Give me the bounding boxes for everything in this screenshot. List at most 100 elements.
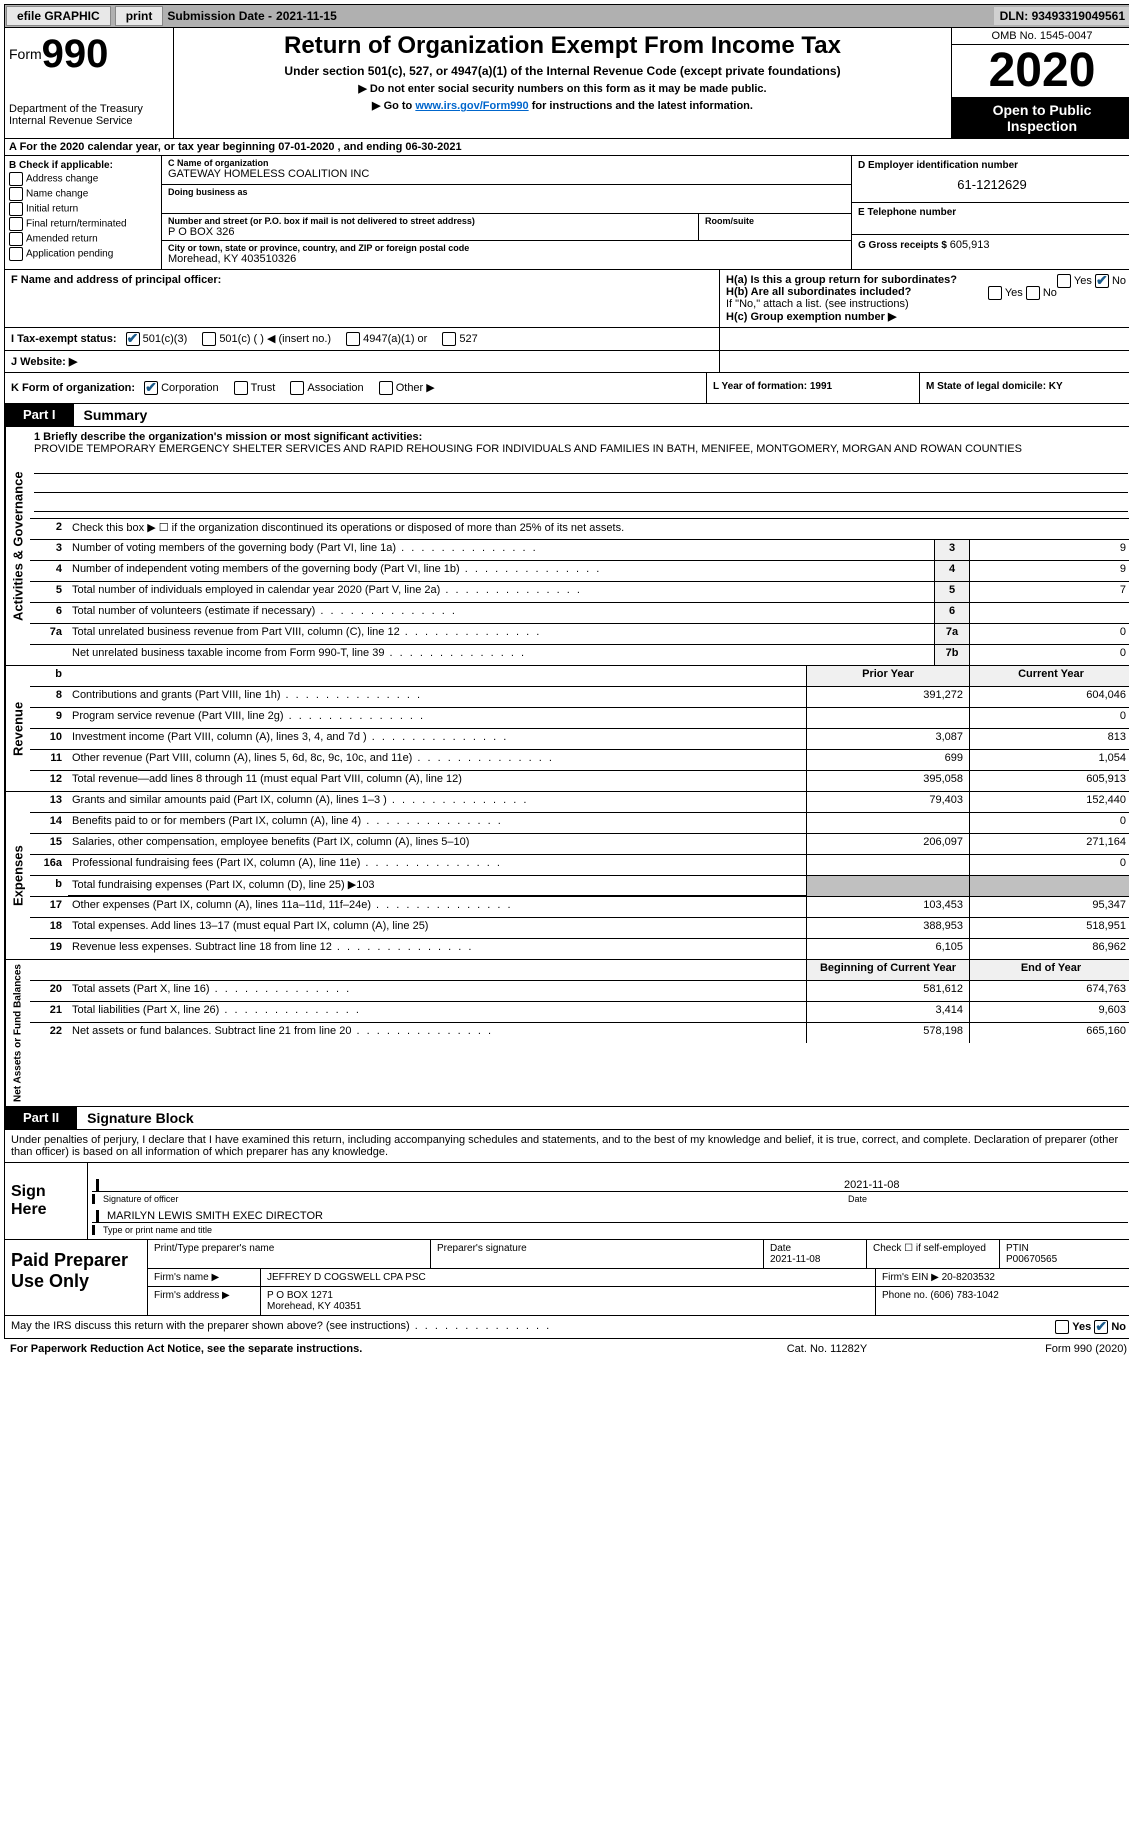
line-7a-val: 0	[969, 624, 1129, 644]
line-20-curr: 674,763	[969, 981, 1129, 1001]
row-i: I Tax-exempt status: 501(c)(3) 501(c) ( …	[4, 328, 1129, 351]
trust-checkbox[interactable]	[234, 381, 248, 395]
corporation-checkbox[interactable]	[144, 381, 158, 395]
line-5-val: 7	[969, 582, 1129, 602]
line-19-curr: 86,962	[969, 939, 1129, 959]
application-pending-checkbox[interactable]	[9, 247, 23, 261]
irs-yes-checkbox[interactable]	[1055, 1320, 1069, 1334]
city-state-zip: Morehead, KY 403510326	[168, 253, 845, 265]
line-17-curr: 95,347	[969, 897, 1129, 917]
line-16b-prior	[806, 876, 969, 896]
row-k: K Form of organization: Corporation Trus…	[4, 373, 1129, 404]
line-20-prior: 581,612	[806, 981, 969, 1001]
line-12-curr: 605,913	[969, 771, 1129, 791]
ptin: P00670565	[1006, 1254, 1057, 1265]
col-d: D Employer identification number 61-1212…	[851, 156, 1129, 269]
h-b-no-checkbox[interactable]	[1026, 286, 1040, 300]
principal-officer-label: F Name and address of principal officer:	[11, 274, 221, 286]
line-7b-val: 0	[969, 645, 1129, 665]
row-j: J Website: ▶	[4, 351, 1129, 373]
entity-block: B Check if applicable: Address change Na…	[4, 156, 1129, 270]
4947-checkbox[interactable]	[346, 332, 360, 346]
line-14-prior	[806, 813, 969, 833]
net-assets-label: Net Assets or Fund Balances	[5, 960, 30, 1106]
line-22-prior: 578,198	[806, 1023, 969, 1043]
line-18-prior: 388,953	[806, 918, 969, 938]
line-13-curr: 152,440	[969, 792, 1129, 812]
mission-text: PROVIDE TEMPORARY EMERGENCY SHELTER SERV…	[34, 443, 1022, 455]
gross-receipts: 605,913	[950, 239, 990, 251]
line-10-curr: 813	[969, 729, 1129, 749]
department: Department of the Treasury Internal Reve…	[9, 103, 169, 127]
print-button[interactable]: print	[115, 6, 164, 26]
submission-date: 2021-11-15	[276, 9, 337, 23]
address-change-checkbox[interactable]	[9, 172, 23, 186]
irs-link[interactable]: www.irs.gov/Form990	[415, 100, 528, 112]
state-domicile: M State of legal domicile: KY	[920, 373, 1129, 403]
page-footer: For Paperwork Reduction Act Notice, see …	[4, 1339, 1129, 1359]
col-c: C Name of organization GATEWAY HOMELESS …	[162, 156, 851, 269]
expenses-section: Expenses 13Grants and similar amounts pa…	[4, 792, 1129, 960]
initial-return-checkbox[interactable]	[9, 202, 23, 216]
row-f-h: F Name and address of principal officer:…	[4, 270, 1129, 328]
line-10-prior: 3,087	[806, 729, 969, 749]
line-19-prior: 6,105	[806, 939, 969, 959]
line-4-val: 9	[969, 561, 1129, 581]
name-change-checkbox[interactable]	[9, 187, 23, 201]
other-checkbox[interactable]	[379, 381, 393, 395]
line-16a-prior	[806, 855, 969, 875]
revenue-label: Revenue	[5, 666, 30, 791]
top-bar: efile GRAPHIC print Submission Date - 20…	[4, 4, 1129, 28]
h-a-no-checkbox[interactable]	[1095, 274, 1109, 288]
sign-date: 2021-11-08	[844, 1179, 1124, 1191]
mission-label: 1 Briefly describe the organization's mi…	[34, 431, 422, 443]
line-11-curr: 1,054	[969, 750, 1129, 770]
street-address: P O BOX 326	[168, 226, 692, 238]
form-subtitle: Under section 501(c), 527, or 4947(a)(1)…	[178, 64, 947, 78]
revenue-section: Revenue bPrior YearCurrent Year 8Contrib…	[4, 666, 1129, 792]
net-assets-section: Net Assets or Fund Balances Beginning of…	[4, 960, 1129, 1107]
telephone	[858, 218, 1126, 230]
line-3-val: 9	[969, 540, 1129, 560]
perjury-statement: Under penalties of perjury, I declare th…	[4, 1130, 1129, 1163]
amended-return-checkbox[interactable]	[9, 232, 23, 246]
governance-label: Activities & Governance	[5, 427, 30, 665]
line-12-prior: 395,058	[806, 771, 969, 791]
line-15-curr: 271,164	[969, 834, 1129, 854]
officer-name: MARILYN LEWIS SMITH EXEC DIRECTOR	[96, 1210, 1124, 1222]
line-22-curr: 665,160	[969, 1023, 1129, 1043]
line-17-prior: 103,453	[806, 897, 969, 917]
ein: 61-1212629	[858, 171, 1126, 198]
line-16b-curr	[969, 876, 1129, 896]
year-formation: L Year of formation: 1991	[707, 373, 920, 403]
form-number: Form990	[9, 32, 169, 77]
form-header: Form990 Department of the Treasury Inter…	[4, 28, 1129, 139]
preparer-block: Paid Preparer Use Only Print/Type prepar…	[4, 1240, 1129, 1316]
h-a-yes-checkbox[interactable]	[1057, 274, 1071, 288]
line-a: A For the 2020 calendar year, or tax yea…	[4, 139, 1129, 156]
form-ref: Form 990 (2020)	[927, 1343, 1127, 1355]
open-to-public: Open to Public Inspection	[952, 98, 1129, 138]
firm-phone: (606) 783-1042	[930, 1290, 998, 1301]
irs-discuss-row: May the IRS discuss this return with the…	[4, 1316, 1129, 1339]
h-b-yes-checkbox[interactable]	[988, 286, 1002, 300]
final-return-checkbox[interactable]	[9, 217, 23, 231]
firm-name: JEFFREY D COGSWELL CPA PSC	[261, 1269, 876, 1286]
sign-here-label: Sign Here	[5, 1163, 88, 1239]
501c-checkbox[interactable]	[202, 332, 216, 346]
submission-date-label: Submission Date -	[167, 9, 272, 23]
prep-date: 2021-11-08	[770, 1254, 820, 1265]
part-2-header: Part II Signature Block	[4, 1107, 1129, 1130]
line-8-prior: 391,272	[806, 687, 969, 707]
line-9-prior	[806, 708, 969, 728]
dln: DLN: 93493319049561	[994, 7, 1129, 25]
form-title: Return of Organization Exempt From Incom…	[178, 32, 947, 60]
527-checkbox[interactable]	[442, 332, 456, 346]
cat-no: Cat. No. 11282Y	[727, 1343, 927, 1355]
line-8-curr: 604,046	[969, 687, 1129, 707]
irs-no-checkbox[interactable]	[1094, 1320, 1108, 1334]
efile-button[interactable]: efile GRAPHIC	[6, 6, 111, 26]
association-checkbox[interactable]	[290, 381, 304, 395]
line-9-curr: 0	[969, 708, 1129, 728]
501c3-checkbox[interactable]	[126, 332, 140, 346]
